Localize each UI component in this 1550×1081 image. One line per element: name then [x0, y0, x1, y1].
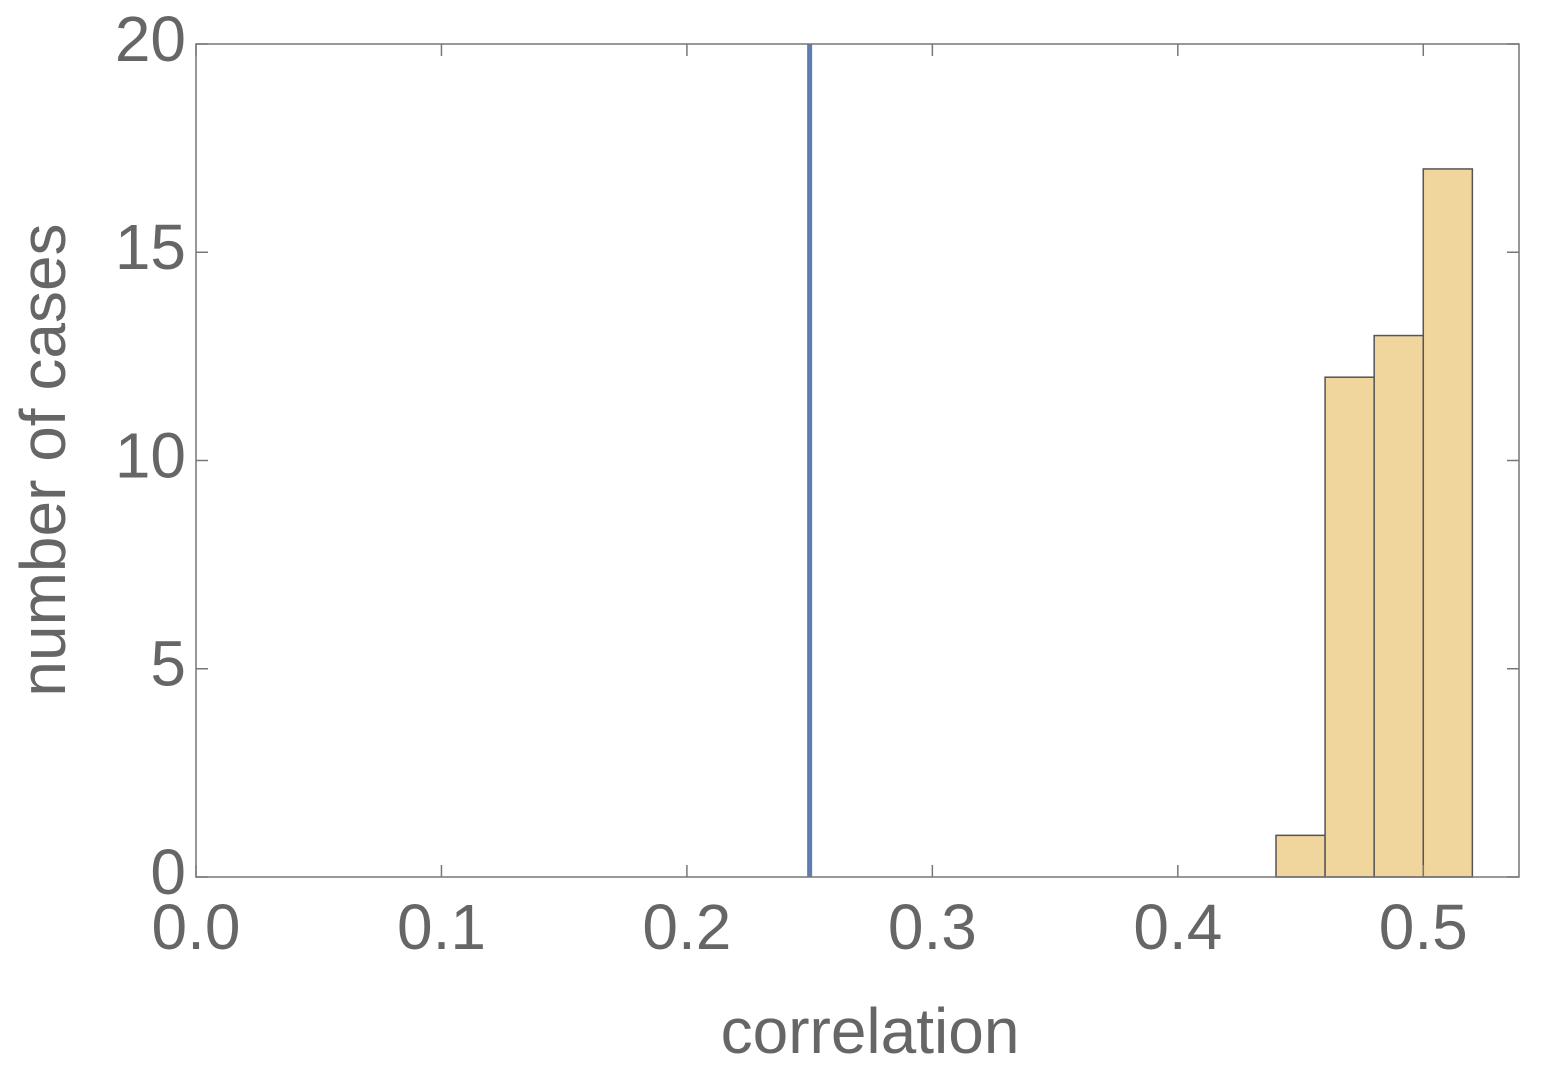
y-tick-label: 20	[115, 3, 186, 75]
y-tick-label: 0	[150, 836, 186, 908]
y-tick-label: 10	[115, 419, 186, 491]
x-tick-label: 0.5	[1379, 891, 1468, 963]
x-axis-label: correlation	[721, 995, 1020, 1067]
y-tick-label: 15	[115, 211, 186, 283]
x-tick-label: 0.4	[1133, 891, 1222, 963]
bar	[1324, 376, 1375, 878]
bar	[1373, 334, 1425, 878]
x-tick-label: 0.0	[152, 891, 241, 963]
plot-frame	[195, 43, 1520, 878]
x-tick-label: 0.2	[642, 891, 731, 963]
x-tick-label: 0.1	[397, 891, 486, 963]
y-tick-label: 5	[150, 628, 186, 700]
bar	[1422, 168, 1474, 878]
y-axis-label: number of cases	[7, 223, 79, 696]
bar	[1275, 834, 1326, 878]
x-tick-label: 0.3	[888, 891, 977, 963]
